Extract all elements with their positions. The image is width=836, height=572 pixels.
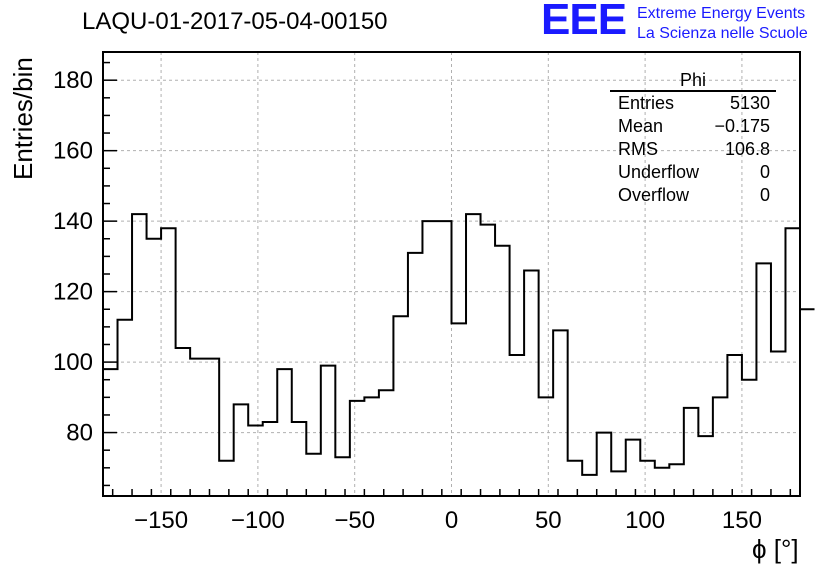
x-axis: −150 −100 −50 0 50 100 150 [111, 489, 792, 534]
x-tick-label: 50 [535, 507, 562, 534]
x-tick-label: 0 [445, 507, 458, 534]
stats-box: Phi Entries 5130 Mean −0.175 RMS 106.8 U… [610, 70, 776, 207]
stats-value: 5130 [729, 93, 770, 113]
y-axis: 80 100 120 140 160 180 [53, 61, 117, 487]
x-tick-label: 100 [625, 507, 665, 534]
eee-logo: EEE [541, 0, 627, 44]
stats-label: Entries [618, 93, 675, 113]
stats-row-rms: RMS 106.8 [610, 138, 776, 161]
histogram-line [103, 213, 815, 476]
logo-line-1: Extreme Energy Events [637, 5, 806, 22]
y-tick-label: 80 [66, 420, 93, 447]
x-axis-label: ϕ [°] [752, 534, 799, 564]
stats-value: 0 [759, 162, 770, 182]
y-tick-label: 120 [53, 279, 93, 306]
y-tick-label: 140 [53, 208, 93, 235]
chart-title: LAQU-01-2017-05-04-00150 [82, 8, 388, 35]
x-tick-label: −150 [134, 507, 188, 534]
stats-label: RMS [618, 139, 658, 159]
x-tick-label: −100 [231, 507, 285, 534]
stats-row-overflow: Overflow 0 [610, 184, 776, 207]
stats-label: Underflow [618, 162, 700, 182]
x-tick-label: 150 [722, 507, 762, 534]
stats-row-entries: Entries 5130 [610, 92, 776, 115]
y-tick-label: 100 [53, 349, 93, 376]
y-axis-label: Entries/bin [8, 57, 38, 180]
stats-row-mean: Mean −0.175 [610, 115, 776, 138]
y-tick-label: 160 [53, 138, 93, 165]
logo-line-2: La Scienza nelle Scuole [637, 25, 808, 42]
stats-value: −0.175 [714, 116, 770, 136]
y-tick-label: 180 [53, 67, 93, 94]
logo-caption: Extreme Energy Events La Scienza nelle S… [637, 4, 808, 44]
x-tick-label: −50 [334, 507, 375, 534]
stats-label: Overflow [618, 185, 690, 205]
stats-value: 0 [759, 185, 770, 205]
stats-row-underflow: Underflow 0 [610, 161, 776, 184]
stats-value: 106.8 [724, 139, 770, 159]
stats-label: Mean [618, 116, 664, 136]
stats-title: Phi [610, 70, 776, 92]
